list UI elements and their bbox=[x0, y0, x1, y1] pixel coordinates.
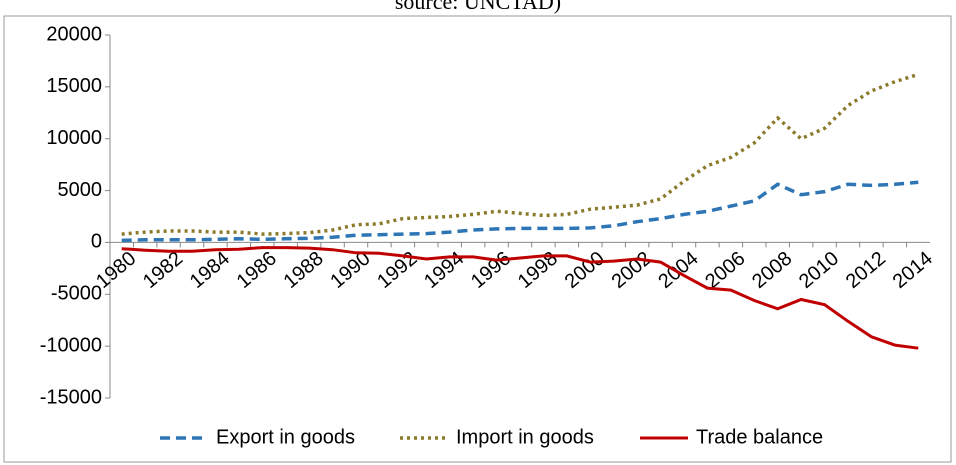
x-tick-label: 2004 bbox=[654, 247, 702, 292]
x-tick-label: 1994 bbox=[420, 247, 468, 292]
y-tick-label: 10000 bbox=[46, 127, 102, 149]
x-tick-label: 2006 bbox=[701, 247, 749, 292]
x-tick-label: 1986 bbox=[233, 247, 281, 292]
series-line bbox=[121, 246, 919, 350]
y-tick-label: 5000 bbox=[58, 179, 103, 201]
y-tick-label: 20000 bbox=[46, 23, 102, 45]
x-tick-label: 1982 bbox=[139, 247, 187, 292]
y-tick-label: -5000 bbox=[51, 283, 102, 305]
x-tick-label: 1998 bbox=[514, 247, 562, 292]
y-tick-label: 0 bbox=[91, 231, 102, 253]
x-tick-label: 1988 bbox=[280, 247, 328, 292]
y-tick-label: -10000 bbox=[40, 334, 102, 356]
x-tick-label: 2014 bbox=[889, 247, 937, 292]
x-tick-label: 1980 bbox=[92, 247, 140, 292]
chart-title: source: UNCTAD) bbox=[395, 0, 561, 14]
x-tick-label: 1996 bbox=[467, 247, 515, 292]
legend-label: Trade balance bbox=[696, 426, 823, 448]
x-tick-label: 2012 bbox=[842, 247, 890, 292]
chart-border bbox=[3, 15, 952, 463]
series-line bbox=[121, 180, 919, 243]
y-tick-label: 15000 bbox=[46, 75, 102, 97]
x-tick-label: 2000 bbox=[561, 247, 609, 292]
x-tick-label: 1984 bbox=[186, 247, 234, 292]
y-tick-label: -15000 bbox=[40, 386, 102, 408]
x-tick-label: 2008 bbox=[748, 247, 796, 292]
x-tick-label: 2010 bbox=[795, 247, 843, 292]
x-tick-label: 2002 bbox=[608, 247, 656, 292]
series-line bbox=[121, 72, 919, 236]
legend-label: Export in goods bbox=[216, 426, 355, 448]
legend-label: Import in goods bbox=[456, 426, 594, 448]
